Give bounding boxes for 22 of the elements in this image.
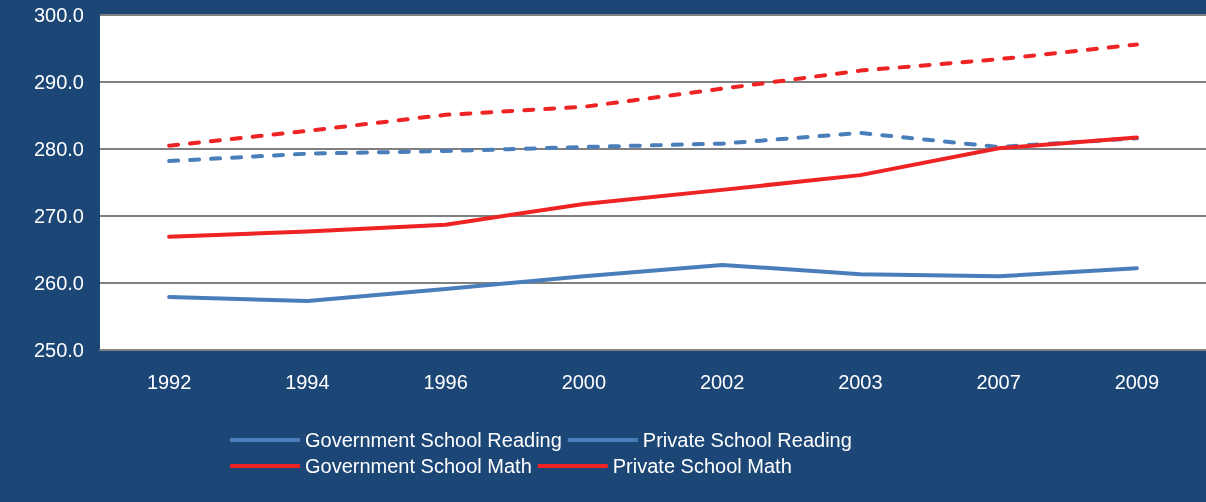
x-tick-label: 2009 <box>1114 371 1160 393</box>
x-tick-label: 1996 <box>423 371 468 393</box>
x-tick-label: 2002 <box>699 371 745 393</box>
x-tick-label: 2003 <box>838 371 883 393</box>
x-tick-label: 1992 <box>146 371 192 393</box>
y-tick-label: 250.0 <box>33 339 84 361</box>
x-tick-label: 1994 <box>285 371 330 393</box>
x-tick-label: 2007 <box>976 371 1021 393</box>
line-series <box>167 42 1139 148</box>
y-tick-label: 270.0 <box>33 205 84 227</box>
legend-label: Private School Reading <box>642 429 852 451</box>
x-tick-label: 2000 <box>561 371 607 393</box>
line-series <box>167 262 1139 304</box>
legend-label: Private School Math <box>612 455 792 477</box>
line-series <box>167 135 1139 239</box>
y-tick-label: 280.0 <box>33 138 84 160</box>
legend-label: Government School Math <box>305 455 532 477</box>
legend-label: Government School Reading <box>305 429 562 451</box>
y-tick-label: 290.0 <box>33 71 84 93</box>
y-tick-label: 260.0 <box>33 272 84 294</box>
line-series <box>167 130 1139 164</box>
y-tick-label: 300.0 <box>33 4 84 26</box>
